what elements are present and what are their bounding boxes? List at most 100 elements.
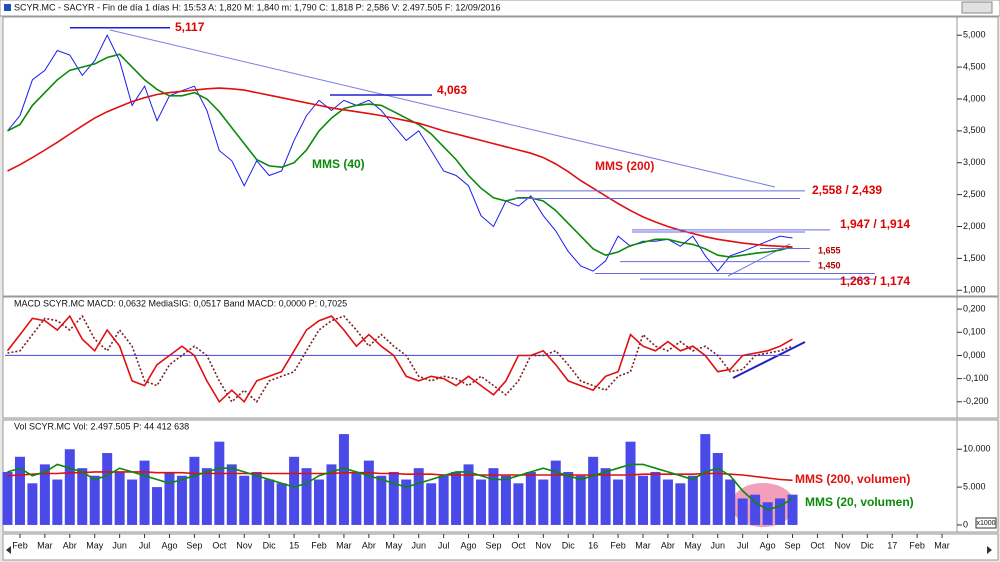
volume-bar xyxy=(563,471,574,525)
volume-bar xyxy=(700,434,711,525)
x-tick-label: Jun xyxy=(710,540,725,550)
trend-line xyxy=(109,29,776,188)
volume-bar xyxy=(575,475,586,525)
x-tick-label: Oct xyxy=(810,540,825,550)
volume-bar xyxy=(538,479,549,525)
volume-bar xyxy=(725,479,736,525)
y-tick-label: 0,000 xyxy=(963,350,986,360)
x-tick-label: Feb xyxy=(610,540,626,550)
volume-bar xyxy=(451,471,462,525)
series-line xyxy=(7,314,793,404)
volume-bar xyxy=(438,475,449,525)
y-tick-label: -0,200 xyxy=(963,396,989,406)
series-line xyxy=(7,87,793,248)
volume-bar xyxy=(662,479,673,525)
volume-bar xyxy=(637,475,648,525)
x-tick-label: Jul xyxy=(737,540,749,550)
window-button[interactable] xyxy=(961,1,993,14)
x-tick-label: Jul xyxy=(438,540,450,550)
volume-bar xyxy=(251,471,262,525)
scroll-right[interactable] xyxy=(987,546,992,554)
x-tick-label: Mar xyxy=(37,540,53,550)
panel-title: SCYR.MC - SACYR - Fin de día 1 días H: 1… xyxy=(14,2,500,12)
series-line xyxy=(7,471,793,482)
x-tick-label: Abr xyxy=(661,540,675,550)
volume-bar xyxy=(401,479,412,525)
volume-bar xyxy=(289,456,300,525)
x-tick-label: Abr xyxy=(63,540,77,550)
volume-bar xyxy=(152,487,163,525)
y-tick-label: 1,000 xyxy=(963,285,986,295)
series-label: MMS (200) xyxy=(595,159,654,173)
series-line xyxy=(6,314,793,404)
volume-axis xyxy=(956,419,999,533)
volume-bar xyxy=(550,460,561,525)
volume-bar xyxy=(27,483,38,525)
x-tick-label: Ago xyxy=(461,540,477,550)
y-tick-label: 4,500 xyxy=(963,61,986,71)
volume-bar xyxy=(201,468,212,525)
volume-bar xyxy=(2,471,13,525)
x-tick-label: Ago xyxy=(760,540,776,550)
volume-bar xyxy=(650,471,661,525)
volume-bar xyxy=(89,475,100,525)
volume-bar xyxy=(762,502,773,525)
unit-box xyxy=(975,517,997,529)
panel-title: Vol SCYR.MC Vol: 2.497.505 P: 44 412 638 xyxy=(14,421,189,431)
y-tick-label: 3,000 xyxy=(963,157,986,167)
volume-bar xyxy=(326,464,337,525)
volume-bar xyxy=(376,475,387,525)
macd-trend-line xyxy=(732,341,806,379)
y-tick-label: 0 xyxy=(963,519,968,529)
scroll-left[interactable] xyxy=(6,546,11,554)
volume-bar xyxy=(77,468,88,525)
volume-bar xyxy=(176,475,187,525)
volume-bar xyxy=(314,479,325,525)
x-tick-label: Jun xyxy=(411,540,426,550)
series-label: MMS (40) xyxy=(312,157,365,171)
volume-bar xyxy=(600,468,611,525)
x-tick-label: Sep xyxy=(485,540,501,550)
y-tick-label: 10.000 xyxy=(963,444,991,454)
level-label: 1,655 xyxy=(818,245,841,255)
volume-bar xyxy=(139,460,150,525)
volume-bar xyxy=(525,471,536,525)
volume-bar xyxy=(476,479,486,525)
x-tick-label: May xyxy=(684,540,702,550)
series-line xyxy=(7,34,793,272)
x-tick-label: Ago xyxy=(161,540,177,550)
x-tick-label: Oct xyxy=(511,540,526,550)
level-label: 4,063 xyxy=(437,83,467,97)
x-tick-label: Jun xyxy=(112,540,127,550)
price-panel xyxy=(2,16,958,297)
x-tick-label: Dic xyxy=(562,540,575,550)
macd-axis xyxy=(956,296,999,419)
volume-bar xyxy=(102,453,113,525)
x-tick-label: Mar xyxy=(934,540,950,550)
series-label: MMS (200, volumen) xyxy=(795,472,910,486)
volume-bar xyxy=(625,441,636,525)
volume-bar xyxy=(239,475,250,525)
level-label: 1,947 / 1,914 xyxy=(840,217,910,231)
volume-bar xyxy=(363,460,374,525)
x-tick-label: Mar xyxy=(635,540,651,550)
x-tick-label: 17 xyxy=(887,540,897,550)
level-label: 1,450 xyxy=(818,260,841,270)
volume-bar xyxy=(64,449,75,525)
y-tick-label: 0,200 xyxy=(963,303,986,313)
volume-bar xyxy=(675,483,686,525)
volume-bar xyxy=(500,475,511,525)
price-axis xyxy=(956,16,999,297)
volume-bar xyxy=(588,456,599,525)
x-tick-label: Mar xyxy=(336,540,352,550)
volume-bar xyxy=(351,471,362,525)
x-tick-label: May xyxy=(86,540,104,550)
volume-bar xyxy=(264,479,275,525)
y-tick-label: 5,000 xyxy=(963,30,986,40)
volume-bar xyxy=(488,468,499,525)
volume-bar xyxy=(338,434,349,525)
volume-bar xyxy=(712,453,723,525)
level-label: 1,263 / 1,174 xyxy=(840,274,910,288)
volume-bar xyxy=(388,471,399,525)
